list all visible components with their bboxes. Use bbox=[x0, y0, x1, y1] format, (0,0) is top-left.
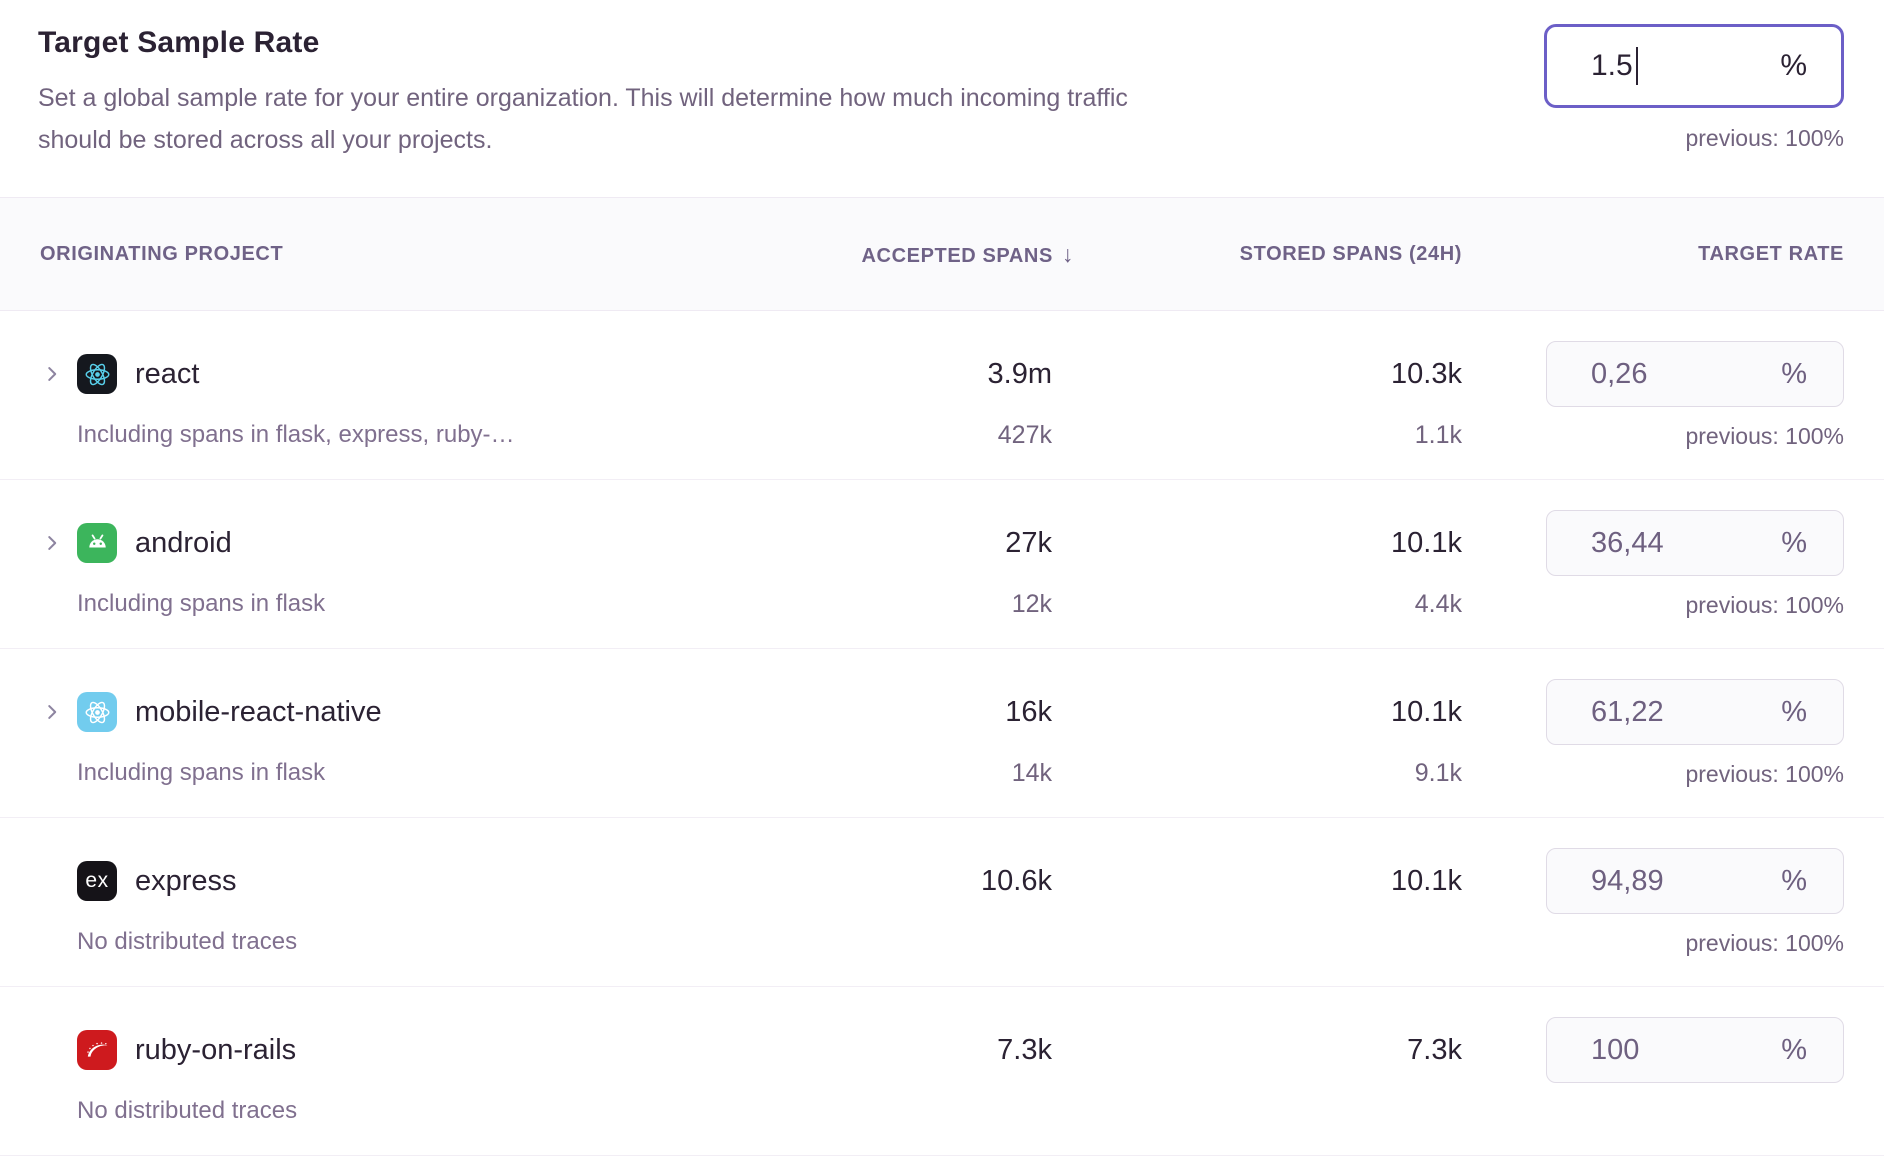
accepted-spans-value: 16k bbox=[1005, 695, 1052, 728]
expand-chevron-icon[interactable] bbox=[40, 700, 64, 724]
sub-accepted-spans-value: 14k bbox=[1011, 759, 1052, 787]
section-description: Set a global sample rate for your entire… bbox=[38, 77, 1844, 161]
project-rate-value: 36,44 bbox=[1591, 526, 1664, 559]
project-name: react bbox=[135, 357, 200, 390]
distributed-traces-note: No distributed traces bbox=[77, 928, 298, 955]
percent-suffix: % bbox=[1780, 49, 1807, 82]
project-cell: ex express bbox=[40, 861, 674, 901]
column-header-target-rate: TARGET RATE bbox=[1698, 242, 1844, 265]
previous-rate-label: previous: 100% bbox=[1685, 930, 1844, 956]
sub-stored-spans-value: 4.4k bbox=[1414, 590, 1462, 618]
project-rate-input[interactable]: 94,89 % bbox=[1546, 848, 1844, 914]
accepted-spans-value: 10.6k bbox=[981, 864, 1052, 897]
global-previous-rate: previous: 100% bbox=[1685, 125, 1844, 151]
project-rate-input[interactable]: 100 % bbox=[1546, 1017, 1844, 1083]
column-header-stored-spans: STORED SPANS (24H) bbox=[1239, 242, 1462, 265]
previous-rate-label: previous: 100% bbox=[1685, 761, 1844, 787]
global-rate-input[interactable]: 1.5 % bbox=[1544, 24, 1844, 108]
sub-stored-spans-value: 9.1k bbox=[1414, 759, 1462, 787]
section-description-line: should be stored across all your project… bbox=[38, 126, 493, 154]
previous-rate-label: previous: 100% bbox=[1685, 592, 1844, 618]
project-row-react: react 3.9m 10.3k 0,26 % Including spans … bbox=[0, 311, 1884, 480]
stored-spans-value: 10.1k bbox=[1391, 526, 1462, 559]
project-name: express bbox=[135, 864, 237, 897]
project-name: android bbox=[135, 526, 232, 559]
project-rate-value: 61,22 bbox=[1591, 695, 1664, 728]
expand-chevron-icon[interactable] bbox=[40, 362, 64, 386]
project-rate-value: 100 bbox=[1591, 1033, 1640, 1066]
table-header: ORIGINATING PROJECT ACCEPTED SPANS ↓ STOR… bbox=[0, 197, 1884, 311]
previous-rate-label: previous: 100% bbox=[1685, 423, 1844, 449]
project-name: mobile-react-native bbox=[135, 695, 382, 728]
column-header-label: ACCEPTED SPANS bbox=[861, 244, 1053, 267]
project-cell: mobile-react-native bbox=[40, 692, 674, 732]
project-rate-input[interactable]: 0,26 % bbox=[1546, 341, 1844, 407]
project-cell: android bbox=[40, 523, 674, 563]
react-native-platform-icon bbox=[77, 692, 117, 732]
expand-chevron-icon[interactable] bbox=[40, 531, 64, 555]
project-name: ruby-on-rails bbox=[135, 1033, 297, 1066]
distributed-traces-note: No distributed traces bbox=[77, 1097, 298, 1124]
stored-spans-value: 10.3k bbox=[1391, 357, 1462, 390]
sub-accepted-spans-value: 12k bbox=[1011, 590, 1052, 618]
accepted-spans-value: 7.3k bbox=[997, 1033, 1052, 1066]
project-rate-value: 94,89 bbox=[1591, 864, 1664, 897]
distributed-traces-note: Including spans in flask bbox=[77, 759, 326, 786]
percent-suffix: % bbox=[1781, 357, 1807, 390]
project-row-express: ex express 10.6k 10.1k 94,89 % No distri… bbox=[0, 818, 1884, 987]
accepted-spans-value: 27k bbox=[1005, 526, 1052, 559]
text-caret bbox=[1635, 47, 1638, 85]
android-platform-icon bbox=[77, 523, 117, 563]
express-platform-icon: ex bbox=[77, 861, 117, 901]
project-row-ruby-on-rails: ruby-on-rails 7.3k 7.3k 100 % No distrib… bbox=[0, 987, 1884, 1156]
sub-accepted-spans-value: 427k bbox=[997, 421, 1052, 449]
stored-spans-value: 10.1k bbox=[1391, 864, 1462, 897]
react-platform-icon bbox=[77, 354, 117, 394]
project-rate-input[interactable]: 36,44 % bbox=[1546, 510, 1844, 576]
percent-suffix: % bbox=[1781, 526, 1807, 559]
percent-suffix: % bbox=[1781, 864, 1807, 897]
column-header-originating-project: ORIGINATING PROJECT bbox=[40, 242, 284, 265]
global-rate-value: 1.5 bbox=[1591, 49, 1633, 82]
project-cell: react bbox=[40, 354, 674, 394]
sub-stored-spans-value: 1.1k bbox=[1414, 421, 1462, 449]
distributed-traces-note: Including spans in flask bbox=[77, 590, 326, 617]
target-sample-rate-section: Target Sample Rate Set a global sample r… bbox=[0, 0, 1884, 197]
project-row-android: android 27k 10.1k 36,44 % Including span… bbox=[0, 480, 1884, 649]
project-row-mobile-react-native: mobile-react-native 16k 10.1k 61,22 % In… bbox=[0, 649, 1884, 818]
stored-spans-value: 10.1k bbox=[1391, 695, 1462, 728]
percent-suffix: % bbox=[1781, 1033, 1807, 1066]
section-description-line: Set a global sample rate for your entire… bbox=[38, 84, 1128, 112]
column-header-accepted-spans[interactable]: ACCEPTED SPANS ↓ bbox=[674, 241, 1074, 268]
global-rate-controls: 1.5 % previous: 100% bbox=[1544, 24, 1844, 152]
section-title: Target Sample Rate bbox=[38, 26, 320, 59]
accepted-spans-value: 3.9m bbox=[987, 357, 1052, 390]
sort-descending-icon: ↓ bbox=[1061, 240, 1074, 267]
stored-spans-value: 7.3k bbox=[1407, 1033, 1462, 1066]
ruby-on-rails-platform-icon bbox=[77, 1030, 117, 1070]
project-rate-value: 0,26 bbox=[1591, 357, 1648, 390]
distributed-traces-note: Including spans in flask, express, ruby-… bbox=[77, 421, 515, 448]
project-rate-input[interactable]: 61,22 % bbox=[1546, 679, 1844, 745]
project-cell: ruby-on-rails bbox=[40, 1030, 674, 1070]
express-icon-label: ex bbox=[85, 869, 109, 892]
percent-suffix: % bbox=[1781, 695, 1807, 728]
